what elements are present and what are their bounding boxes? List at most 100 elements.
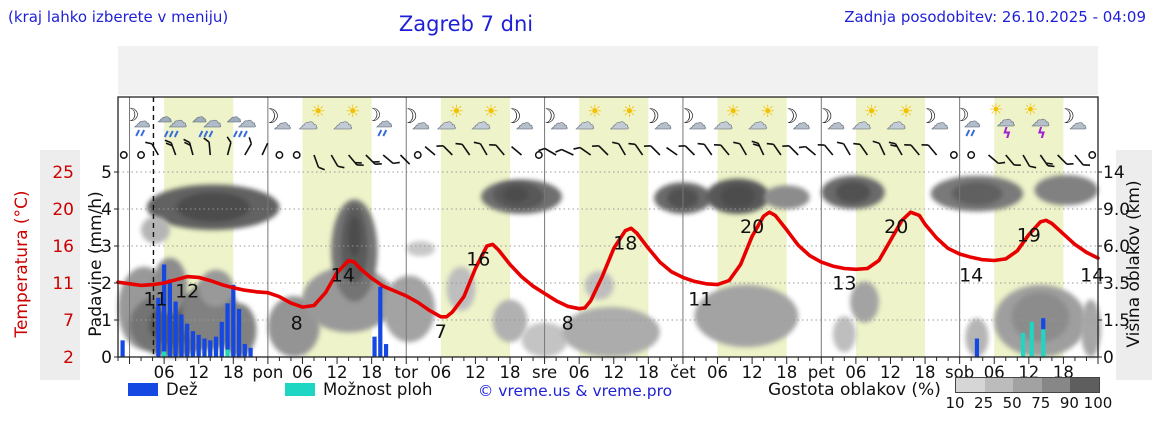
location-note: (kraj lahko izberete v meniju) [8,8,229,26]
shower-bar [162,351,167,357]
wind-calm-icon [413,151,422,159]
wind-barb-icon [347,154,364,166]
wind-barb-icon [226,136,232,156]
cloud-scale-swatch [1070,378,1099,392]
wind-barb-icon [382,154,400,165]
svg-text:☁: ☁ [886,110,906,134]
hour-label: 06 [707,363,728,382]
svg-text:☁: ☁ [550,113,568,134]
wind-barb-icon [399,154,411,165]
chart-frame [117,96,1099,358]
rain-bar [208,340,213,357]
day-abbrev-label: pet [808,363,836,382]
moon-cloud-icon: ☽☁ [919,104,949,134]
svg-text:☁: ☁ [192,108,207,126]
rain-bar [383,344,389,357]
rain-bar [225,303,230,350]
temperature-label: 8 [562,313,574,335]
wind-barb-icon [1039,154,1055,168]
cloud-blob-core [835,181,871,204]
svg-text:☽: ☽ [815,104,833,128]
day-header-background [118,46,1098,95]
wind-barb-icon [330,154,345,169]
svg-text:☀: ☀ [864,102,879,122]
precip-tick-label: 2 [101,274,112,294]
rain-bar [173,301,178,357]
sun-cloud-icon: ☀☁ [851,102,879,134]
cloud-blob [832,316,856,353]
wind-barb-icon [751,140,765,156]
moon-cloud-icon: ☽☁ [642,104,672,134]
svg-text:☁: ☁ [134,112,151,132]
wind-barb-icon [678,145,696,156]
rain-bar [248,347,253,357]
temperature-label: 20 [884,216,908,238]
svg-text:☀: ☀ [587,102,602,122]
shower-legend-label: Možnost ploh [323,380,433,399]
cloud-height-axis-title: Višina oblakov (km) [1124,180,1144,348]
rain-bar [213,336,219,357]
svg-text:☀: ☀ [483,102,498,122]
wind-barb-icon [183,138,194,156]
day-abbrev-label: pon [252,363,283,382]
hour-label: 06 [845,363,866,382]
wind-barb-icon [424,146,436,156]
svg-text:☁: ☁ [436,110,456,134]
rain-icon: ☁☁ [192,108,222,138]
wind-calm-icon [949,151,958,159]
svg-text:☽: ☽ [953,105,969,126]
rain-bar [202,338,207,357]
wind-barb-icon [1022,154,1037,169]
svg-text:☀: ☀ [449,102,464,122]
rain-bar [120,340,125,357]
cloud-scale-swatch [984,378,1014,392]
temp-tick-label: 25 [52,163,74,183]
rain-bar [179,314,184,357]
precip-tick-label: 4 [101,200,112,220]
svg-text:☁: ☁ [516,113,534,134]
sun-cloud-icon: ☀☁ [748,102,776,134]
moon-cloud-icon: ☽☁ [504,104,534,134]
rain-bar [156,297,161,357]
moon-rain-icon: ☽☁ [123,105,151,137]
temp-tick-label: 11 [52,274,74,294]
cloud-blob-core [503,186,529,203]
svg-text:☁: ☁ [713,110,733,134]
last-update-timestamp: Zadnja posodobitev: 26.10.2025 - 04:09 [844,8,1146,26]
svg-text:☁: ☁ [792,113,810,134]
moon-cloud-icon: ☽☁ [780,104,810,134]
svg-text:☽: ☽ [504,104,522,128]
svg-text:☁: ☁ [964,112,981,132]
precip-tick-label: 3 [101,237,112,257]
wind-calm-icon [275,151,284,159]
svg-text:☽: ☽ [642,104,660,128]
cloud-blob [850,281,879,323]
rain-bar [372,336,377,357]
cloud-blob [561,307,660,357]
cloud-blob [446,266,476,311]
svg-text:☽: ☽ [677,104,695,128]
svg-text:☁: ☁ [226,108,241,126]
rain-bar [236,308,242,357]
temperature-label: 8 [291,313,303,335]
temperature-label: 20 [740,216,764,238]
svg-text:☁: ☁ [157,108,172,126]
moon-cloud-icon: ☽☁ [815,104,845,134]
sun-cloud-icon: ☀☁ [436,102,464,134]
wind-barb-icon [592,145,609,156]
wind-barb-icon [436,145,453,156]
svg-text:☁: ☁ [471,110,491,134]
temperature-label: 16 [466,248,490,270]
svg-text:☁: ☁ [412,113,430,134]
cloud-height-tick-label: 6.0 [1103,237,1130,257]
svg-text:☀: ☀ [726,102,741,122]
hour-label: 18 [223,363,244,382]
cloud-height-tick-label: 14 [1103,163,1125,183]
hour-label: 06 [569,363,590,382]
hour-label: 06 [292,363,313,382]
wind-barb-icon [1074,154,1091,166]
moon-cloud-icon: ☽☁ [262,104,292,134]
cloud-density-scale [955,377,1100,393]
hour-label: 18 [915,363,936,382]
